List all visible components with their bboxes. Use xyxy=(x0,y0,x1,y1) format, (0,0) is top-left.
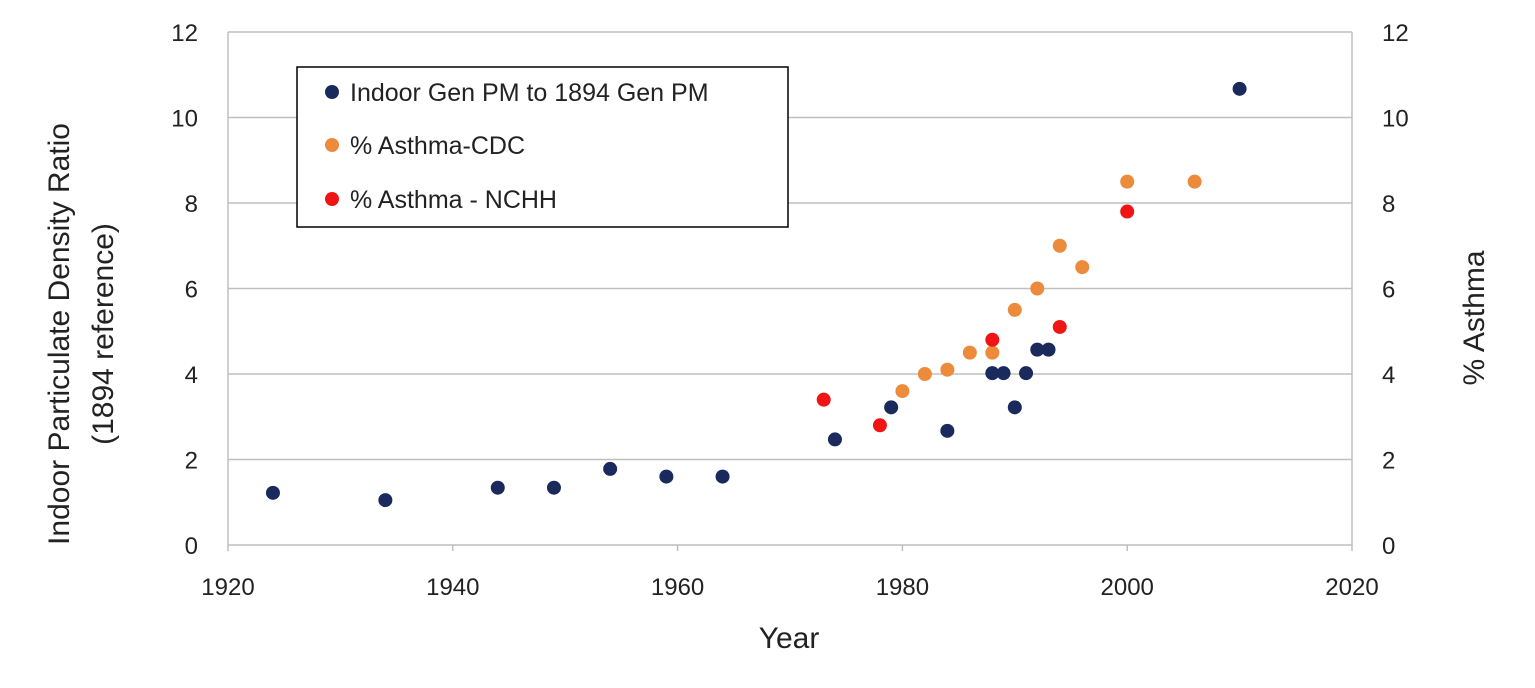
data-point xyxy=(884,400,899,415)
y-tick-label: 4 xyxy=(185,362,198,389)
x-tick-label: 1940 xyxy=(426,574,479,601)
y-tick-label: 0 xyxy=(185,533,198,560)
x-tick-label: 1980 xyxy=(876,574,929,601)
data-point xyxy=(940,362,955,377)
data-points xyxy=(265,81,1247,508)
y2-tick-label: 8 xyxy=(1382,191,1395,218)
data-point xyxy=(1052,319,1067,334)
data-point xyxy=(985,345,1000,360)
data-point xyxy=(985,366,1000,381)
data-point xyxy=(816,392,831,407)
y-tick-label: 8 xyxy=(185,191,198,218)
legend-entry: Indoor Gen PM to 1894 Gen PM xyxy=(325,79,709,107)
y-tick-label: 2 xyxy=(185,448,198,475)
x-tick-label: 1920 xyxy=(201,574,254,601)
x-tick-label: 2000 xyxy=(1101,574,1154,601)
data-point xyxy=(1120,174,1135,189)
data-point xyxy=(917,367,932,381)
legend-box xyxy=(296,66,789,228)
data-point xyxy=(895,384,910,399)
y2-tick-label: 12 xyxy=(1382,20,1409,47)
y2-axis-title: % Asthma xyxy=(1458,250,1491,385)
data-point xyxy=(546,480,561,495)
y2-tick-label: 6 xyxy=(1382,277,1395,304)
y-axis-subtitle: (1894 reference) xyxy=(87,223,120,445)
data-point xyxy=(1030,281,1045,296)
tick-labels: 1920 1940 1960 1980 2000 20200246810120246810… xyxy=(171,20,1408,601)
legend-marker xyxy=(325,138,339,152)
y2-tick-label: 0 xyxy=(1382,533,1395,560)
data-point xyxy=(378,493,393,508)
legend-entry: % Asthma-CDC xyxy=(325,132,525,160)
legend-label: % Asthma-CDC xyxy=(350,132,525,160)
data-point xyxy=(1120,204,1135,219)
y-tick-label: 10 xyxy=(171,106,198,133)
data-point xyxy=(940,423,955,438)
data-point xyxy=(996,366,1011,381)
y2-tick-label: 10 xyxy=(1382,106,1409,133)
data-point xyxy=(265,485,280,500)
data-point xyxy=(1030,342,1045,357)
y-tick-label: 6 xyxy=(185,277,198,304)
legend-label: Indoor Gen PM to 1894 Gen PM xyxy=(350,79,709,107)
y2-tick-label: 4 xyxy=(1382,362,1395,389)
data-point xyxy=(1041,342,1056,357)
y-axis-title: Indoor Particulate Density Ratio xyxy=(43,123,76,545)
x-tick-label: 1960 xyxy=(651,574,704,601)
data-point xyxy=(603,461,618,476)
x-axis-title: Year xyxy=(759,622,820,655)
y2-tick-label: 2 xyxy=(1382,448,1395,475)
data-point xyxy=(1052,238,1067,253)
data-point xyxy=(1232,81,1247,96)
legend: Indoor Gen PM to 1894 Gen PM % Asthma-CD… xyxy=(296,66,789,228)
legend-entry: % Asthma - NCHH xyxy=(325,186,557,214)
axes xyxy=(227,32,1353,551)
data-point xyxy=(715,469,730,484)
data-point xyxy=(1075,260,1090,275)
legend-marker xyxy=(325,192,339,206)
data-point xyxy=(827,432,842,447)
data-point xyxy=(872,418,887,433)
data-point xyxy=(659,469,674,484)
data-point xyxy=(490,480,505,495)
y-tick-label: 12 xyxy=(171,20,198,47)
legend-label: % Asthma - NCHH xyxy=(350,186,557,214)
data-point xyxy=(1019,366,1034,381)
data-point xyxy=(985,332,1000,347)
axis-titles: Year Indoor Particulate Density Ratio (1… xyxy=(43,123,1491,655)
data-point xyxy=(1187,174,1202,189)
data-point xyxy=(1007,400,1022,415)
x-tick-label: 2020 xyxy=(1325,574,1378,601)
legend-marker xyxy=(325,85,339,99)
data-point xyxy=(962,345,977,360)
data-point xyxy=(1007,302,1022,317)
